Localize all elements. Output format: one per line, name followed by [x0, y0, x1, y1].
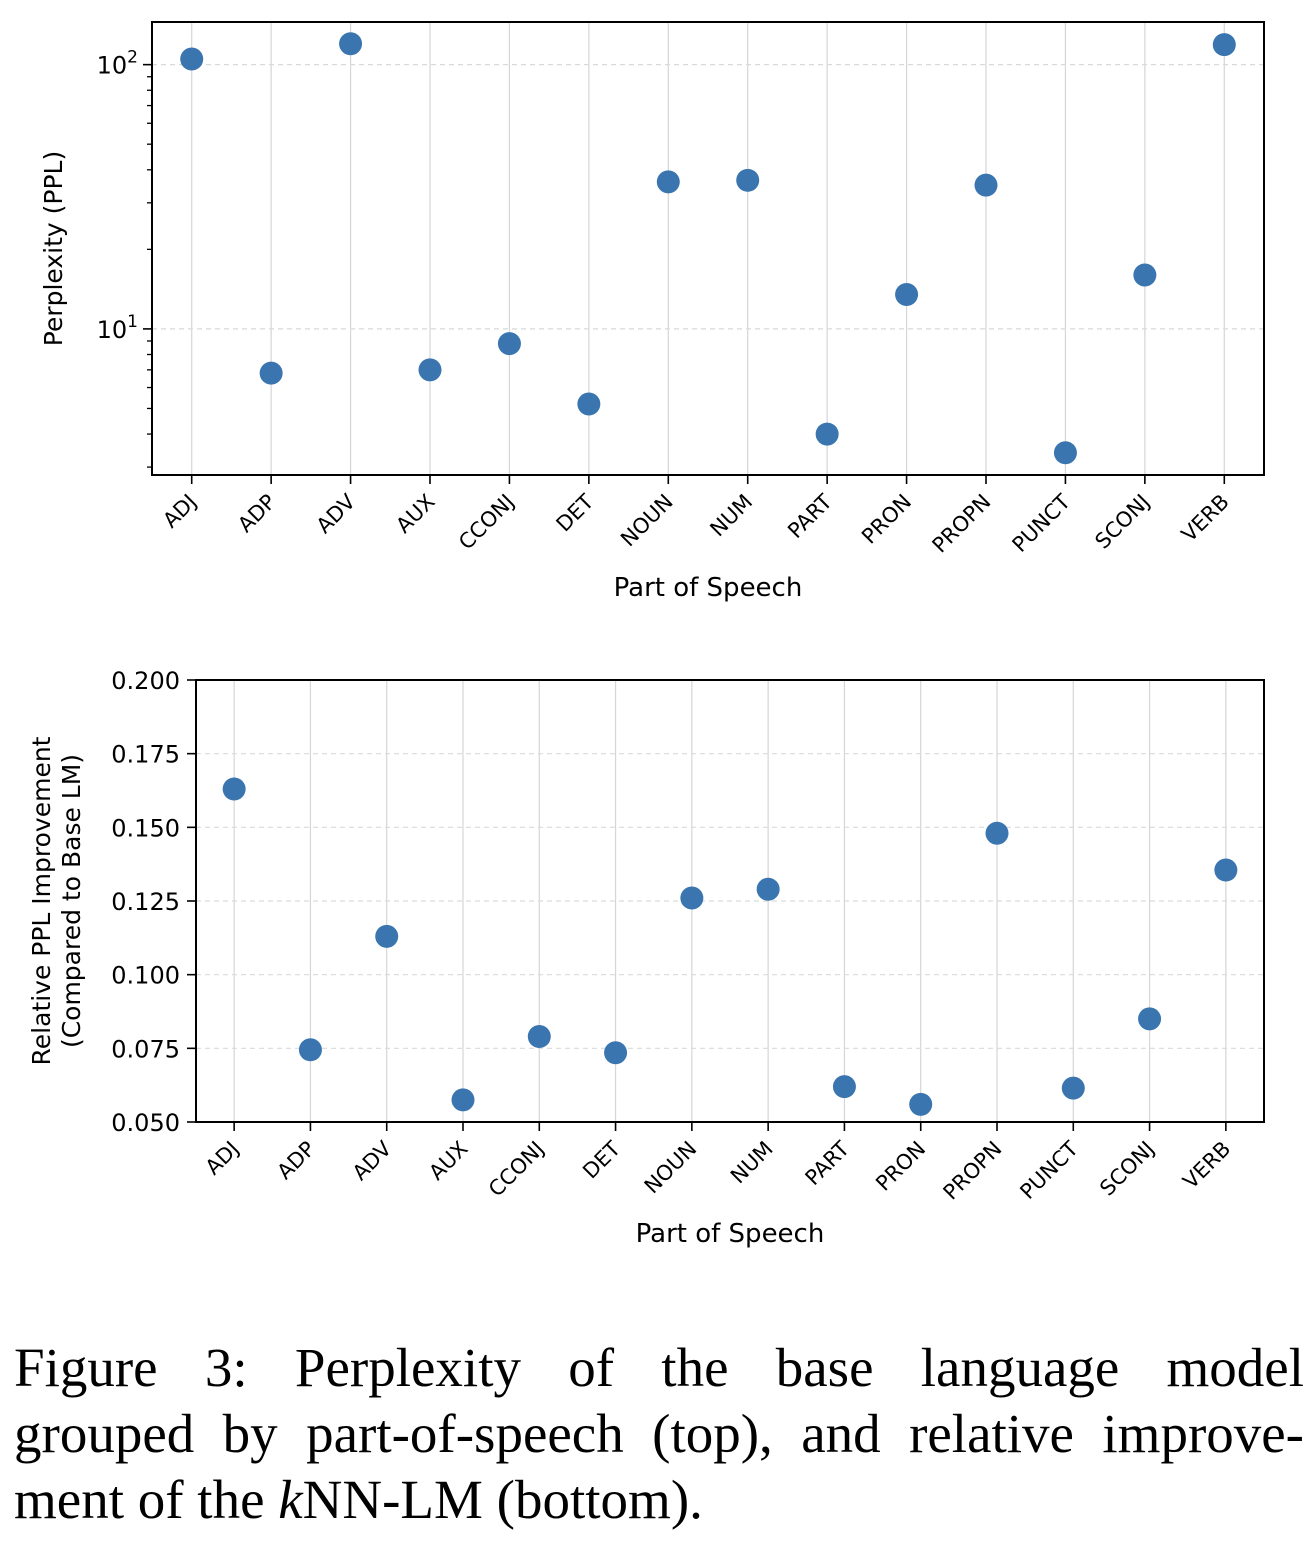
y-tick-label: 0.125: [111, 888, 180, 916]
data-point: [1214, 858, 1238, 882]
data-point: [180, 47, 204, 71]
x-tick-label: PRON: [871, 1137, 930, 1196]
data-point: [1061, 1076, 1085, 1100]
y-tick-label: 0.100: [111, 962, 180, 990]
data-point: [577, 392, 601, 416]
plot-frame: [151, 21, 1265, 476]
x-tick-label: PUNCT: [1015, 1136, 1082, 1203]
data-point: [656, 170, 680, 194]
x-tick-label: PART: [801, 1136, 855, 1190]
y-tick-label: 0.075: [111, 1035, 180, 1063]
data-point: [815, 422, 839, 446]
data-point: [1053, 441, 1077, 465]
x-tick-label: AUX: [391, 490, 439, 538]
data-point: [1138, 1007, 1162, 1031]
data-point: [985, 821, 1009, 845]
x-tick-label: NUM: [705, 490, 757, 542]
relative-improvement-chart: 0.050 0.075 0.100 0.125 0.150 0.175 0.200 ADJ AD…: [27, 667, 1265, 1249]
data-point: [259, 361, 283, 385]
caption-line-2: grouped by part-of-speech (top), and rel…: [14, 1403, 1304, 1464]
data-point: [832, 1075, 856, 1099]
y-tick-label: 102: [97, 48, 138, 80]
x-tick-label: VERB: [1178, 1137, 1235, 1194]
x-tick-label: ADV: [348, 1136, 397, 1185]
x-tick-label: PROPN: [928, 490, 996, 558]
data-point: [974, 173, 998, 197]
data-point: [1133, 263, 1157, 287]
data-point: [895, 282, 919, 306]
data-point: [527, 1025, 551, 1049]
data-point: [736, 168, 760, 192]
y-tick-label: 101: [97, 312, 138, 344]
y-axis-label: Relative PPL Improvement: [27, 736, 56, 1065]
caption-line-3: ment of the kNN-LM (bottom).: [14, 1467, 1304, 1533]
data-point: [680, 886, 704, 910]
x-tick-label: NOUN: [640, 1137, 702, 1199]
x-tick-label: SCONJ: [1090, 490, 1154, 554]
x-tick-label: PRON: [857, 490, 916, 549]
y-tick-label: 0.175: [111, 741, 180, 769]
x-tick-label: DET: [552, 489, 599, 536]
y-tick-label: 0.050: [111, 1109, 180, 1137]
data-point: [497, 332, 521, 356]
x-tick-label: ADV: [312, 489, 361, 538]
x-tick-label: CCONJ: [454, 490, 519, 555]
x-tick-label: SCONJ: [1095, 1137, 1159, 1201]
y-axis-label: Perplexity (PPL): [39, 151, 68, 346]
x-tick-label: CCONJ: [484, 1137, 549, 1202]
x-tick-label: AUX: [424, 1137, 472, 1185]
x-tick-label: PUNCT: [1008, 489, 1075, 556]
caption-line-3-prefix: ment of the: [14, 1469, 279, 1530]
x-tick-label: DET: [578, 1136, 625, 1183]
data-point: [909, 1092, 933, 1116]
figure-caption: Figure 3: Perplexity of the base languag…: [14, 1335, 1304, 1533]
y-axis-label: (Compared to Base LM): [57, 754, 86, 1048]
x-axis-label: Part of Speech: [614, 573, 803, 603]
data-point: [298, 1038, 322, 1062]
data-point: [222, 777, 246, 801]
caption-line-3-suffix: NN-LM (bottom).: [302, 1469, 703, 1530]
data-point: [451, 1088, 475, 1112]
caption-line-1: Figure 3: Perplexity of the base languag…: [14, 1337, 1304, 1398]
x-tick-label: PROPN: [939, 1137, 1007, 1205]
plot-frame: [195, 679, 1265, 1123]
data-point: [604, 1041, 628, 1065]
data-point: [1212, 33, 1236, 57]
x-tick-label: ADP: [272, 1137, 320, 1185]
x-tick-label: ADJ: [158, 490, 201, 533]
data-point: [375, 924, 399, 948]
perplexity-chart: 101 102 ADJ ADP ADV AUX CCONJ DET NOUN NUM PART PRO…: [39, 21, 1265, 603]
x-axis-label: Part of Speech: [636, 1219, 825, 1249]
caption-k-italic: k: [278, 1469, 303, 1530]
x-tick-label: NOUN: [616, 490, 678, 552]
x-tick-label: VERB: [1177, 490, 1234, 547]
y-tick-label: 0.200: [111, 667, 180, 695]
data-point: [339, 32, 363, 56]
x-tick-label: NUM: [726, 1137, 778, 1189]
x-tick-label: PART: [783, 489, 837, 543]
data-point: [418, 358, 442, 382]
x-tick-label: ADJ: [201, 1137, 244, 1180]
y-tick-label: 0.150: [111, 814, 180, 842]
data-point: [756, 877, 780, 901]
x-tick-label: ADP: [233, 490, 281, 538]
